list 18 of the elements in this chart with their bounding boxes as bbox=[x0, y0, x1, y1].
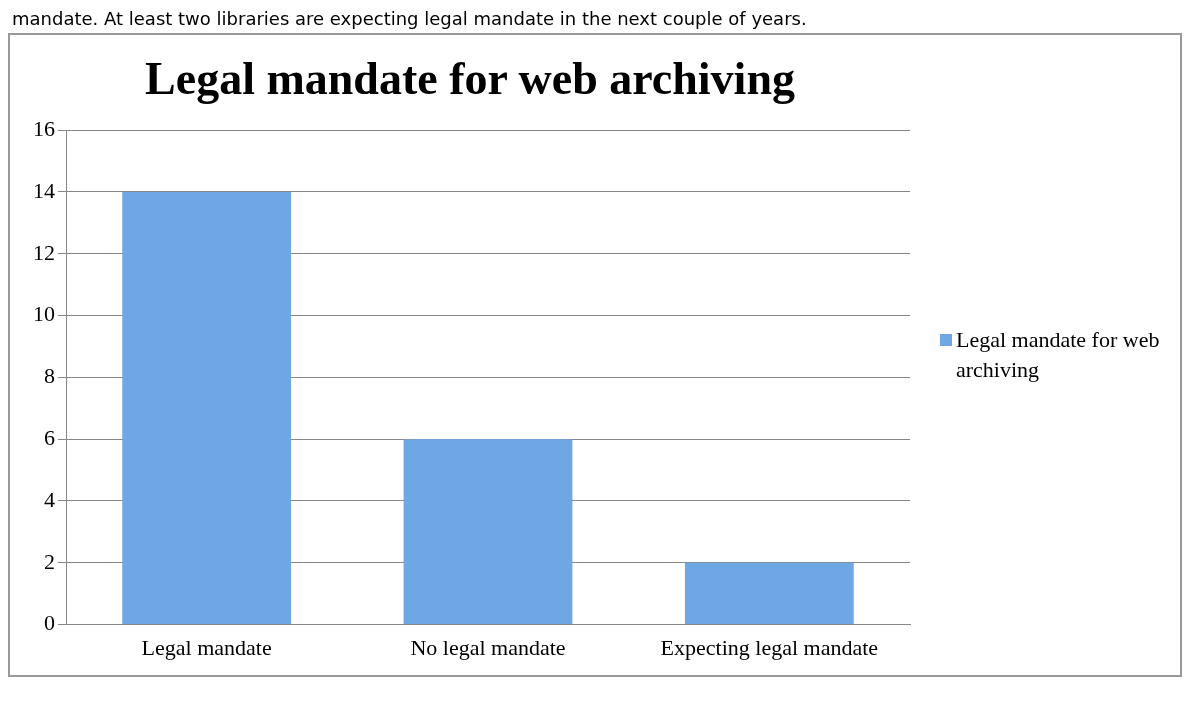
x-tick-label: Legal mandate bbox=[141, 634, 272, 660]
bar bbox=[684, 562, 854, 625]
y-tick-label: 2 bbox=[44, 548, 55, 574]
bar bbox=[403, 439, 573, 625]
y-tick-label: 12 bbox=[33, 239, 55, 265]
y-tick-label: 8 bbox=[44, 363, 55, 389]
y-tick-label: 16 bbox=[33, 115, 55, 141]
chart-title: Legal mandate for web archiving bbox=[145, 53, 795, 105]
bar bbox=[122, 192, 292, 625]
x-tick-label: No legal mandate bbox=[410, 634, 566, 660]
y-tick-label: 0 bbox=[44, 610, 55, 636]
legend-label: Legal mandate for web archiving bbox=[956, 326, 1161, 384]
y-tick-label: 4 bbox=[44, 486, 55, 512]
text: mandate. At least two libraries are expecting legal mandate in the next couple of years. bbox=[12, 8, 808, 29]
x-tick-label: Expecting legal mandate bbox=[660, 634, 879, 660]
y-tick-label: 10 bbox=[33, 301, 55, 327]
y-tick-label: 6 bbox=[44, 424, 55, 450]
y-tick-label: 14 bbox=[33, 177, 55, 203]
